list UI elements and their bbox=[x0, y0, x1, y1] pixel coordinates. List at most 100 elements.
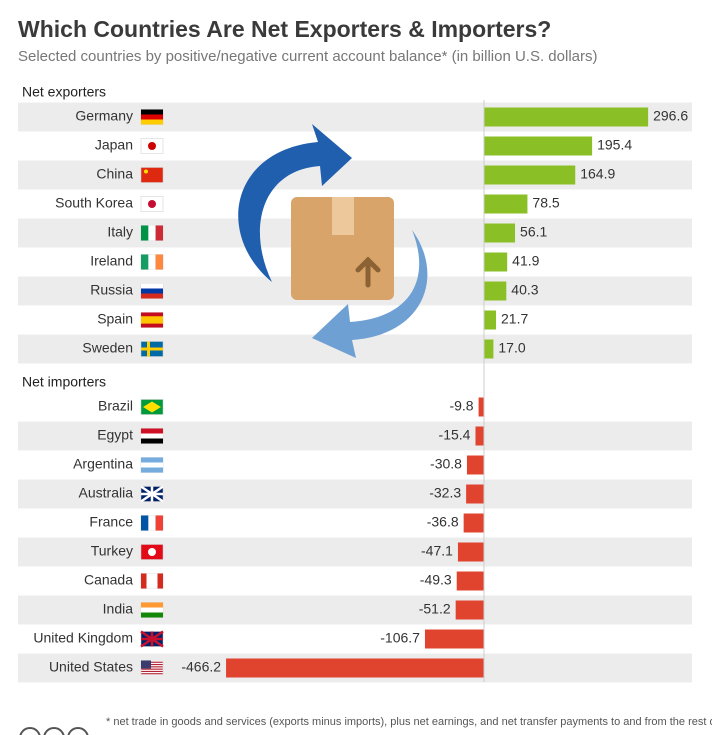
category-label: Ireland bbox=[90, 253, 133, 269]
row-band bbox=[18, 421, 692, 451]
value-label: -51.2 bbox=[419, 601, 451, 617]
flag-stripe bbox=[141, 602, 163, 608]
category-label: Australia bbox=[79, 485, 134, 501]
flag bbox=[140, 428, 164, 444]
flag-stripe bbox=[141, 293, 163, 299]
flag-stripe bbox=[141, 438, 163, 444]
flag bbox=[140, 602, 164, 618]
flag-stripe bbox=[141, 312, 163, 317]
flag-union bbox=[140, 485, 164, 503]
value-label: -15.4 bbox=[439, 427, 471, 443]
flag bbox=[140, 399, 164, 415]
flag-stripe bbox=[141, 662, 163, 664]
value-label: -466.2 bbox=[181, 659, 221, 675]
value-label: -49.3 bbox=[420, 572, 452, 588]
flag-canton bbox=[141, 660, 151, 669]
value-label: 195.4 bbox=[597, 137, 632, 153]
flag-stripe bbox=[141, 672, 163, 674]
chart-subtitle: Selected countries by positive/negative … bbox=[18, 48, 597, 65]
flag-stripe bbox=[141, 573, 147, 589]
category-label: Brazil bbox=[98, 398, 133, 414]
icon bbox=[43, 727, 65, 735]
group-label: Net importers bbox=[22, 374, 106, 390]
flag-stripe bbox=[141, 667, 163, 669]
value-label: 164.9 bbox=[580, 166, 615, 182]
flag bbox=[140, 312, 164, 328]
flag-stripe bbox=[141, 515, 149, 531]
flag-stripe bbox=[141, 320, 163, 324]
row-band bbox=[18, 537, 692, 567]
bar bbox=[484, 252, 508, 272]
category-label: South Korea bbox=[55, 195, 133, 211]
category-label: Canada bbox=[84, 572, 133, 588]
arrow-top bbox=[238, 124, 352, 282]
bar bbox=[466, 455, 484, 475]
bar bbox=[226, 658, 484, 678]
value-label: -9.8 bbox=[449, 398, 473, 414]
value-label: 17.0 bbox=[498, 340, 525, 356]
category-label: Germany bbox=[75, 108, 133, 124]
flag bbox=[140, 341, 164, 357]
bar bbox=[484, 107, 649, 127]
bar bbox=[484, 165, 576, 185]
category-label: France bbox=[89, 514, 133, 530]
trade-icon bbox=[238, 124, 428, 358]
flag bbox=[140, 254, 164, 270]
value-label: 41.9 bbox=[512, 253, 539, 269]
bar bbox=[466, 484, 484, 504]
flag-stripe bbox=[141, 612, 163, 618]
flag-stripe bbox=[141, 433, 163, 439]
bar bbox=[484, 310, 497, 330]
flag bbox=[140, 485, 164, 503]
flag-stripe bbox=[157, 573, 163, 589]
value-label: -32.3 bbox=[429, 485, 461, 501]
flag bbox=[140, 225, 164, 241]
flag-stripe bbox=[141, 665, 163, 667]
flag-disc bbox=[148, 142, 156, 150]
flag bbox=[140, 660, 164, 676]
category-label: Spain bbox=[97, 311, 133, 327]
value-label: -47.1 bbox=[421, 543, 453, 559]
row-band bbox=[18, 160, 692, 190]
footnote: * net trade in goods and services (expor… bbox=[106, 716, 712, 728]
box-arrow bbox=[355, 256, 381, 288]
flag-stripe bbox=[141, 225, 149, 241]
flag-stripe bbox=[141, 254, 149, 270]
flag bbox=[140, 630, 164, 648]
flag-stripe bbox=[152, 573, 158, 589]
bar bbox=[424, 629, 484, 649]
value-label: 56.1 bbox=[520, 224, 547, 240]
value-label: -36.8 bbox=[427, 514, 459, 530]
flag-diamond bbox=[143, 401, 161, 413]
value-label: -30.8 bbox=[430, 456, 462, 472]
icon bbox=[67, 727, 89, 735]
flag-disc bbox=[148, 548, 156, 556]
box-tape bbox=[332, 197, 354, 235]
flag-stripe bbox=[141, 660, 163, 662]
value-label: -106.7 bbox=[380, 630, 420, 646]
flag-stripe bbox=[141, 428, 163, 434]
flag-bg bbox=[140, 167, 164, 183]
flag bbox=[140, 515, 164, 531]
flag-stripe bbox=[155, 254, 163, 270]
flag-stripe bbox=[141, 607, 163, 613]
icon bbox=[19, 727, 41, 735]
chart-title: Which Countries Are Net Exporters & Impo… bbox=[18, 16, 551, 42]
rows: Net exporters Germany 296.6 Japan 195.4 China… bbox=[18, 84, 692, 683]
category-label: China bbox=[96, 166, 133, 182]
value-label: 78.5 bbox=[532, 195, 559, 211]
flag-disc bbox=[148, 200, 156, 208]
flag-union bbox=[140, 630, 164, 648]
row-band bbox=[18, 595, 692, 625]
bar bbox=[484, 223, 516, 243]
bar bbox=[484, 194, 528, 214]
bar bbox=[475, 426, 484, 446]
flag bbox=[140, 283, 164, 299]
flag-stripe bbox=[141, 283, 163, 289]
flag-stripe bbox=[141, 467, 163, 473]
flag-stripe bbox=[141, 323, 163, 328]
arrow-bottom bbox=[312, 230, 428, 358]
flag bbox=[140, 457, 164, 473]
bar bbox=[463, 513, 484, 533]
flag bbox=[140, 109, 164, 125]
